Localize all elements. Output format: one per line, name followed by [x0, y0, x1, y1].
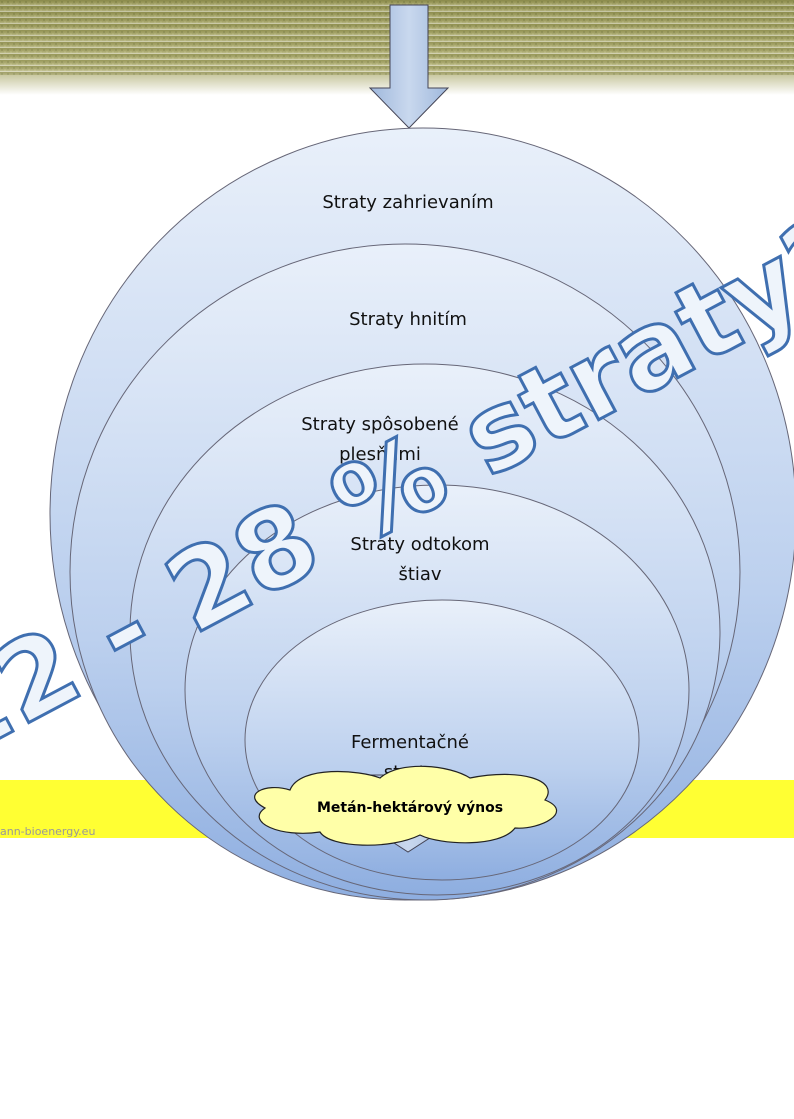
result-label: Metán-hektárový výnos: [317, 800, 503, 816]
diagram: Straty zahrievanímStraty hnitímStraty sp…: [0, 0, 794, 1119]
layer-label: Straty hnitím: [349, 309, 467, 330]
footer: ann-bioenergy.eu: [0, 825, 95, 838]
layer-label: Fermentačné: [351, 732, 469, 753]
layer-label: Straty zahrievaním: [322, 192, 493, 213]
layer-label: štiav: [398, 564, 441, 585]
